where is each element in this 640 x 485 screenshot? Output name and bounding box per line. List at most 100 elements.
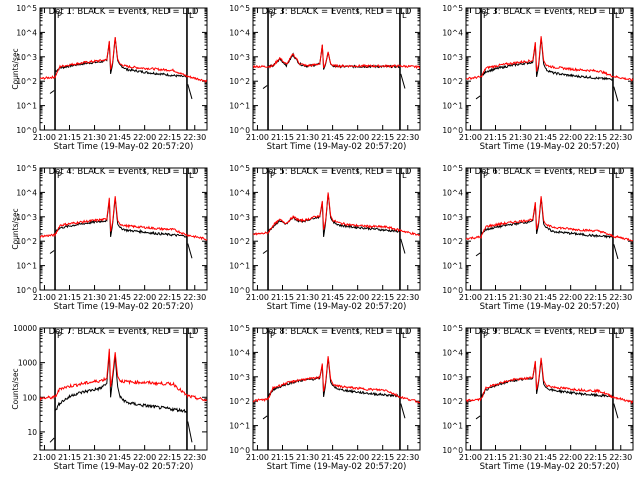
series-line-lld: [466, 196, 633, 242]
marker-label-P: P: [57, 171, 62, 180]
plot-frame: [39, 327, 208, 451]
y-tick-label: 10^2: [442, 397, 463, 406]
marker-label-L: L: [189, 11, 194, 20]
x-tick-label: 22:30: [396, 453, 419, 462]
marker-label-L: L: [615, 171, 620, 180]
series-stub-events: [187, 421, 193, 443]
series-stub-events: [49, 250, 55, 254]
x-tick-label: 21:45: [108, 453, 131, 462]
y-tick-label: 10^3: [442, 373, 463, 382]
y-tick-label: 10^5: [16, 4, 37, 13]
series-line-events: [268, 193, 401, 237]
x-tick-label: 22:15: [158, 293, 181, 302]
x-tick-label: 21:15: [271, 133, 294, 142]
series-stub-events: [475, 415, 481, 420]
x-tick-label: 22:00: [559, 453, 582, 462]
x-axis-label: Start Time (19-May-02 20:57:20): [54, 302, 194, 312]
y-tick-label: 10^5: [442, 164, 463, 173]
series-stub-events: [613, 244, 619, 260]
x-tick-label: 21:45: [321, 293, 344, 302]
series-stub-events: [475, 252, 481, 257]
y-tick-label: 10^1: [442, 262, 463, 271]
panel-det-9: Det 9: BLACK = Events, RED = LLD 10^0 10^1…: [442, 324, 634, 472]
x-tick-label: 21:15: [484, 133, 507, 142]
y-tick-label: 10^5: [442, 4, 463, 13]
marker-label-P: P: [57, 331, 62, 340]
series-stub-events: [400, 238, 406, 254]
x-tick-label: 22:30: [183, 293, 206, 302]
panel-title: Det 1: BLACK = Events, RED = LLD: [49, 7, 199, 17]
series-line-events: [267, 357, 401, 398]
y-tick-label: 100: [23, 393, 38, 402]
series-line-lld: [466, 36, 633, 82]
x-tick-label: 21:15: [271, 293, 294, 302]
y-tick-label: 10^0: [442, 286, 463, 295]
y-tick-label: 10^1: [229, 262, 250, 271]
y-tick-label: 10^0: [442, 126, 463, 135]
series-line-lld: [40, 348, 207, 402]
series-line-lld: [253, 44, 420, 70]
x-tick-label: 22:00: [346, 293, 369, 302]
y-axis-label: Counts/sec: [11, 48, 20, 89]
y-tick-label: 10^1: [229, 422, 250, 431]
panel-det-3: Det 3: BLACK = Events, RED = LLD 10^0 10^1…: [442, 4, 634, 152]
x-tick-label: 21:30: [296, 133, 319, 142]
y-axis-label: Counts/sec: [11, 368, 20, 409]
y-tick-label: 10^1: [442, 422, 463, 431]
marker-label-P: P: [483, 331, 488, 340]
y-tick-label: 10^0: [442, 446, 463, 455]
y-tick-label: 10^3: [229, 53, 250, 62]
x-tick-label: 22:30: [396, 293, 419, 302]
x-tick-label: 22:15: [158, 133, 181, 142]
x-tick-label: 22:15: [371, 133, 394, 142]
y-tick-label: 10^2: [16, 77, 37, 86]
y-tick-label: 10^2: [442, 77, 463, 86]
x-tick-label: 21:00: [33, 293, 56, 302]
plot-frame: [465, 7, 634, 131]
marker-label-L: L: [615, 331, 620, 340]
x-tick-label: 21:15: [484, 453, 507, 462]
x-tick-label: 22:15: [584, 293, 607, 302]
x-tick-label: 21:30: [509, 453, 532, 462]
series-line-events: [54, 352, 188, 414]
series-stub-events: [613, 403, 619, 419]
y-tick-label: 10^4: [442, 188, 463, 197]
x-tick-label: 21:15: [58, 133, 81, 142]
series-stub-events: [49, 437, 55, 443]
x-axis-label: Start Time (19-May-02 20:57:20): [267, 302, 407, 312]
series-line-events: [54, 197, 188, 238]
x-tick-label: 21:00: [33, 133, 56, 142]
x-tick-label: 22:15: [584, 453, 607, 462]
series-stub-events: [187, 243, 193, 259]
series-stub-events: [262, 415, 268, 420]
marker-label-P: P: [483, 171, 488, 180]
x-tick-label: 22:00: [133, 293, 156, 302]
series-line-lld: [253, 192, 420, 236]
series-stub-events: [475, 95, 481, 100]
plot-frame: [39, 7, 208, 131]
y-tick-label: 10^4: [442, 348, 463, 357]
x-tick-label: 21:00: [459, 133, 482, 142]
x-tick-label: 21:45: [534, 453, 557, 462]
y-tick-label: 10^5: [442, 324, 463, 333]
x-tick-label: 21:45: [534, 293, 557, 302]
x-tick-label: 21:45: [321, 133, 344, 142]
x-axis-label: Start Time (19-May-02 20:57:20): [267, 462, 407, 472]
x-tick-label: 22:00: [346, 453, 369, 462]
y-tick-label: 10^0: [229, 446, 250, 455]
marker-label-P: P: [270, 11, 275, 20]
panel-det-6: Det 6: BLACK = Events, RED = LLD 10^0 10^1…: [442, 164, 634, 312]
y-tick-label: 10^1: [442, 102, 463, 111]
y-tick-label: 10^2: [229, 77, 250, 86]
y-tick-label: 10^4: [229, 348, 250, 357]
marker-label-P: P: [270, 171, 275, 180]
plot-frame: [252, 7, 421, 131]
x-tick-label: 21:00: [246, 133, 269, 142]
y-tick-label: 10^1: [16, 102, 37, 111]
y-tick-label: 10^0: [16, 126, 37, 135]
plot-frame: [252, 327, 421, 451]
y-tick-label: 10^0: [229, 286, 250, 295]
x-tick-label: 22:15: [371, 293, 394, 302]
y-axis-label: Counts/sec: [11, 208, 20, 249]
